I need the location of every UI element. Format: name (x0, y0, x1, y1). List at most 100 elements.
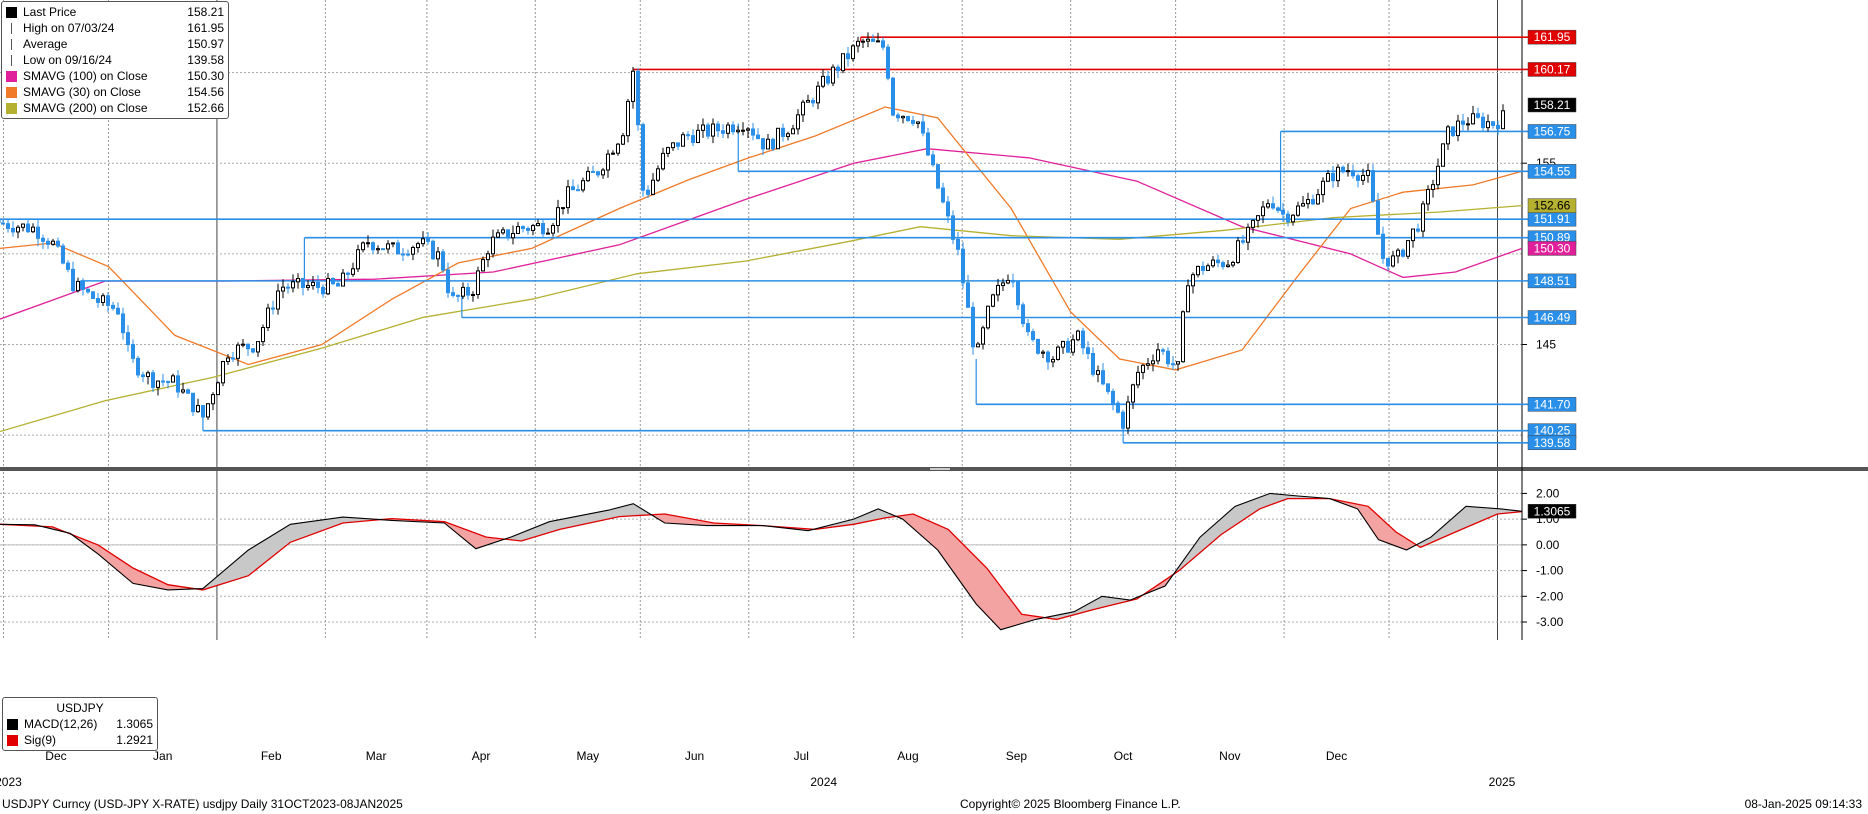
candle-body (796, 114, 800, 130)
macd-fill (968, 549, 970, 596)
candle-body (66, 262, 70, 270)
macd-fill (1254, 498, 1256, 513)
macd-fill (1198, 537, 1200, 555)
candle-body (1401, 249, 1405, 257)
macd-fill (484, 536, 486, 547)
candle-body (366, 242, 370, 245)
legend-item: Average 150.97 (2, 36, 228, 52)
macd-fill (1464, 506, 1466, 529)
macd-fill (920, 516, 922, 537)
candle-body (291, 281, 295, 289)
macd-fill (356, 517, 358, 522)
candle-body (656, 168, 660, 181)
candle-body (1321, 180, 1325, 196)
macd-fill (156, 579, 158, 589)
candle-body (1106, 383, 1110, 392)
candle-body (851, 45, 855, 60)
macd-fill (524, 531, 526, 541)
candle-body (1111, 390, 1115, 404)
macd-fill (1102, 596, 1104, 608)
candle-body (506, 229, 510, 239)
candle-body (541, 223, 545, 235)
macd-fill (528, 529, 530, 539)
macd-fill (352, 517, 354, 523)
macd-fill (848, 520, 850, 526)
macd-fill (1080, 607, 1082, 614)
macd-fill (914, 514, 916, 531)
macd-fill (170, 585, 172, 590)
x-axis-month-label: Dec (45, 749, 66, 763)
candle-body (486, 253, 490, 261)
macd-fill (672, 515, 674, 524)
macd-fill (478, 534, 480, 549)
macd-fill (1460, 509, 1462, 531)
candle-body (611, 152, 615, 155)
candle-body (471, 293, 475, 296)
macd-fill (1232, 507, 1234, 528)
macd-fill (1004, 590, 1006, 629)
candle-body (1416, 228, 1420, 232)
candle-body (891, 77, 895, 116)
macd-fill (1466, 506, 1468, 528)
macd-fill (946, 528, 948, 565)
macd-fill (1020, 612, 1022, 625)
macd-fill (1430, 536, 1432, 544)
candle-body (136, 357, 140, 376)
x-axis-month-label: Apr (472, 749, 491, 763)
macd-fill (604, 510, 606, 520)
macd-fill (120, 559, 122, 575)
macd-fill (698, 520, 700, 526)
candle-body (1166, 350, 1170, 365)
candle-body (1096, 370, 1100, 375)
x-axis-month-label: Jan (153, 749, 172, 763)
macd-fill (174, 585, 176, 590)
macd-fill (962, 543, 964, 587)
macd-fill (582, 514, 584, 525)
macd-fill (302, 522, 304, 539)
legend-label: Sig(9) (24, 733, 57, 747)
macd-fill (594, 512, 596, 523)
macd-fill (948, 529, 950, 568)
macd-fill (118, 558, 120, 573)
macd-fill (982, 563, 984, 613)
candle-body (76, 280, 80, 292)
macd-fill (600, 511, 602, 521)
candle-body (831, 66, 835, 84)
macd-fill (226, 567, 228, 583)
candle-body (116, 307, 120, 315)
macd-fill (336, 517, 338, 526)
candle-body (526, 227, 530, 231)
macd-fill (260, 541, 262, 567)
macd-fill (1266, 494, 1268, 507)
macd-fill (576, 516, 578, 526)
macd-line (0, 492, 1523, 631)
macd-fill (1448, 520, 1450, 536)
macd-fill (206, 584, 208, 589)
candle-body (451, 292, 455, 296)
legend-label: Average (23, 37, 68, 51)
candle-body (346, 272, 350, 275)
macd-fill (1002, 588, 1004, 630)
macd-fill (618, 507, 620, 517)
macd-fill (466, 529, 468, 543)
macd-fill (1230, 509, 1232, 529)
macd-fill (1106, 596, 1108, 607)
last-value-label-bg (1527, 198, 1577, 213)
macd-fill (956, 537, 958, 579)
macd-fill (490, 537, 492, 545)
candle-body (61, 245, 65, 264)
macd-fill (266, 538, 268, 562)
macd-fill (532, 527, 534, 538)
macd-fill (1270, 493, 1272, 506)
candle-body (1421, 203, 1425, 232)
macd-fill (112, 554, 114, 568)
macd-fill (560, 519, 562, 530)
candle-body (261, 327, 265, 343)
candle-body (1311, 199, 1315, 205)
level-value-label-bg (1527, 435, 1577, 451)
candle-body (1301, 203, 1305, 207)
candle-body (576, 189, 580, 192)
candle-body (1131, 384, 1135, 403)
macd-fill (640, 507, 642, 516)
candle-body (756, 134, 760, 140)
